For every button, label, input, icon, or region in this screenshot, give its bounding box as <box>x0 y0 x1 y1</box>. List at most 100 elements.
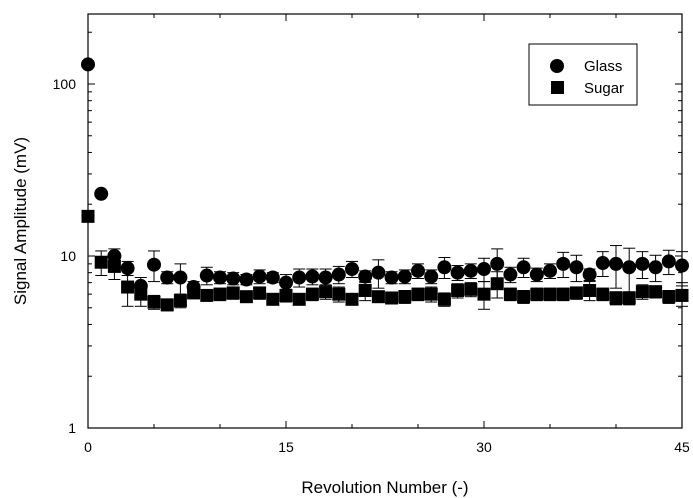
sugar-point <box>477 287 491 301</box>
sugar-point <box>187 286 201 300</box>
data-layer <box>81 57 689 312</box>
glass-point <box>529 267 544 282</box>
sugar-point <box>107 259 121 273</box>
glass-point <box>661 254 676 269</box>
sugar-point <box>173 294 187 308</box>
glass-point <box>411 263 425 278</box>
glass-point <box>147 257 161 272</box>
sugar-point <box>622 291 636 305</box>
sugar-point <box>358 284 372 298</box>
sugar-point <box>147 295 161 309</box>
sugar-point <box>503 287 517 301</box>
glass-point <box>371 265 386 280</box>
glass-point <box>648 260 663 275</box>
sugar-point <box>371 290 385 304</box>
legend-box <box>528 43 638 106</box>
x-tick-label: 45 <box>674 439 690 455</box>
sugar-point <box>200 288 214 302</box>
sugar-point <box>437 292 451 306</box>
sugar-point <box>398 290 412 304</box>
y-axis-title: Signal Amplitude (mV) <box>11 137 30 305</box>
sugar-point <box>121 280 135 294</box>
glass-point <box>358 269 373 284</box>
glass-point <box>622 260 637 275</box>
sugar-point <box>556 287 570 301</box>
x-axis-title: Revolution Number (-) <box>301 478 468 497</box>
glass-point <box>305 269 320 284</box>
sugar-point <box>279 288 293 302</box>
glass-point <box>582 267 597 282</box>
glass-point <box>384 270 399 285</box>
sugar-point <box>424 287 438 301</box>
legend-label-glass: Glass <box>584 58 622 75</box>
glass-point <box>516 260 531 275</box>
glass-point <box>635 256 650 271</box>
sugar-point <box>451 284 465 298</box>
sugar-point <box>134 287 148 301</box>
sugar-point <box>490 277 504 291</box>
sugar-point <box>385 291 399 305</box>
axis-ticks: 0 15 30 45 1 10 100 <box>53 14 690 455</box>
legend-marker-sugar <box>551 81 564 94</box>
sugar-point <box>411 287 425 301</box>
sugar-point <box>160 298 174 312</box>
sugar-point <box>213 287 227 301</box>
glass-point <box>397 269 412 284</box>
sugar-point <box>239 290 253 304</box>
glass-point <box>265 270 280 285</box>
glass-point <box>556 256 571 271</box>
glass-point <box>569 260 584 275</box>
sugar-point <box>319 285 333 299</box>
sugar-point <box>332 287 346 301</box>
sugar-point <box>266 292 280 306</box>
sugar-point <box>635 285 649 299</box>
sugar-point <box>94 255 108 269</box>
sugar-point <box>292 292 306 306</box>
glass-point <box>503 267 518 282</box>
glass-point <box>595 256 610 271</box>
x-tick-label: 0 <box>84 439 92 455</box>
sugar-point <box>226 286 240 300</box>
sugar-point <box>649 285 663 299</box>
glass-point <box>160 270 175 285</box>
sugar-point <box>543 287 557 301</box>
x-tick-label: 15 <box>278 439 294 455</box>
glass-point <box>490 256 505 271</box>
sugar-point <box>609 291 623 305</box>
glass-point <box>345 262 359 277</box>
glass-point <box>239 272 254 287</box>
sugar-point <box>81 209 95 223</box>
sugar-point <box>583 284 597 298</box>
glass-point <box>199 268 214 283</box>
glass-point <box>463 263 478 278</box>
y-tick-label: 10 <box>60 248 76 264</box>
glass-point <box>318 270 333 285</box>
sugar-point <box>305 287 319 301</box>
glass-point <box>675 258 689 273</box>
glass-point <box>252 269 267 284</box>
sugar-point <box>464 282 478 296</box>
glass-point <box>543 263 557 278</box>
glass-point <box>226 271 241 286</box>
sugar-point <box>345 292 359 306</box>
glass-point <box>81 57 95 72</box>
sugar-point <box>253 286 267 300</box>
sugar-point <box>530 287 544 301</box>
sugar-point <box>596 287 610 301</box>
glass-point <box>173 270 188 285</box>
sugar-point <box>675 288 689 302</box>
glass-point <box>477 262 491 277</box>
x-tick-label: 30 <box>476 439 492 455</box>
glass-point <box>279 275 293 290</box>
glass-point <box>331 267 346 282</box>
legend: Glass Sugar <box>528 43 638 106</box>
glass-point <box>94 186 109 201</box>
sugar-point <box>517 290 531 304</box>
glass-point <box>437 260 452 275</box>
glass-point <box>450 265 465 280</box>
glass-point <box>609 256 623 271</box>
glass-point <box>292 270 307 285</box>
legend-label-sugar: Sugar <box>584 80 624 97</box>
legend-marker-glass <box>550 59 564 73</box>
